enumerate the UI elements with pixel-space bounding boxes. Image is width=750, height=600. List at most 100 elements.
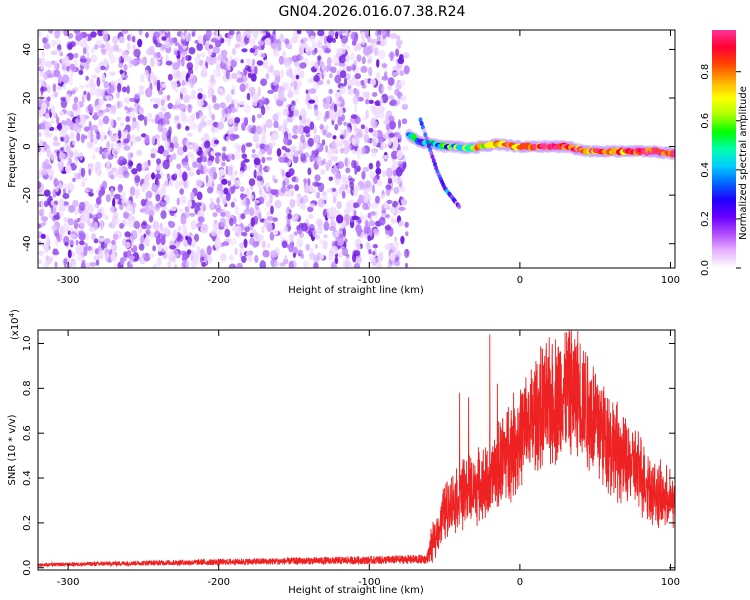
noise-cell: [186, 144, 193, 149]
noise-cell: [199, 247, 205, 258]
noise-cell: [345, 73, 351, 81]
noise-cell: [326, 56, 332, 67]
noise-cell: [385, 123, 391, 131]
noise-cell: [156, 179, 160, 188]
noise-cell: [309, 255, 314, 261]
noise-cell: [261, 156, 266, 164]
noise-cell: [157, 123, 163, 132]
noise-cell: [84, 262, 92, 268]
noise-cell: [73, 52, 79, 59]
noise-cell: [266, 166, 270, 171]
noise-cell: [114, 147, 122, 152]
noise-cell: [313, 262, 319, 268]
noise-cell: [94, 88, 102, 97]
noise-cell: [361, 214, 368, 222]
noise-cell: [66, 110, 74, 116]
noise-cell: [131, 168, 138, 175]
noise-cell: [68, 77, 74, 86]
y-tick-label: 0.6: [22, 425, 33, 441]
noise-cell: [132, 251, 140, 262]
noise-cell: [340, 35, 349, 44]
noise-cell: [153, 39, 158, 45]
noise-cell: [385, 113, 389, 122]
noise-cell: [266, 147, 273, 156]
noise-cell: [366, 46, 373, 55]
noise-cell: [374, 47, 379, 56]
noise-cell: [383, 202, 389, 209]
noise-cell: [302, 194, 309, 204]
noise-cell: [244, 64, 251, 71]
noise-cell: [235, 33, 242, 43]
noise-cell: [226, 112, 231, 119]
noise-cell: [316, 192, 321, 199]
noise-cell: [189, 212, 196, 217]
noise-cell: [402, 155, 407, 163]
noise-cell: [338, 55, 346, 64]
noise-cell: [328, 30, 335, 39]
noise-cell: [248, 256, 253, 263]
noise-cell: [98, 190, 103, 198]
noise-cell: [367, 58, 372, 64]
noise-cell: [45, 60, 53, 68]
noise-cell: [38, 169, 42, 180]
noise-cell: [253, 169, 257, 179]
noise-cell: [393, 186, 400, 195]
noise-cell: [43, 71, 48, 80]
noise-cell: [173, 212, 177, 219]
noise-cell: [271, 250, 279, 258]
noise-cell: [110, 118, 114, 128]
noise-cell: [351, 63, 354, 70]
noise-cell: [236, 77, 244, 83]
noise-cell: [118, 184, 124, 190]
noise-cell: [53, 69, 61, 78]
noise-cell: [310, 187, 317, 194]
noise-cell: [343, 121, 348, 126]
noise-cell: [283, 121, 288, 126]
noise-cell: [40, 107, 47, 115]
noise-cell: [366, 33, 371, 43]
noise-cell: [389, 260, 395, 266]
noise-cell: [286, 132, 292, 140]
noise-cell: [141, 162, 146, 172]
noise-cell: [197, 210, 205, 219]
noise-cell: [60, 229, 66, 237]
noise-cell: [69, 233, 77, 240]
noise-cell: [387, 137, 392, 146]
noise-cell: [334, 103, 338, 113]
noise-cell: [296, 198, 302, 207]
noise-cell: [209, 197, 214, 203]
noise-cell: [325, 64, 329, 73]
noise-cell: [72, 124, 78, 132]
noise-cell: [232, 197, 237, 204]
noise-cell: [303, 125, 311, 134]
noise-cell: [279, 157, 286, 163]
noise-cell: [90, 54, 98, 63]
noise-cell: [234, 43, 241, 49]
noise-cell: [55, 238, 59, 247]
noise-cell: [367, 235, 372, 242]
noise-cell: [102, 115, 110, 125]
noise-cell: [225, 136, 230, 143]
noise-cell: [156, 51, 161, 59]
noise-cell: [356, 54, 362, 62]
noise-cell: [397, 99, 401, 105]
noise-cell: [394, 236, 398, 242]
noise-cell: [119, 69, 124, 74]
noise-cell: [227, 153, 232, 160]
noise-cell: [363, 193, 369, 204]
noise-cell: [240, 59, 244, 64]
noise-cell: [372, 130, 377, 137]
noise-cell: [223, 198, 227, 204]
noise-cell: [263, 218, 268, 228]
noise-cell: [186, 166, 191, 171]
noise-cell: [210, 229, 217, 237]
noise-cell: [162, 117, 167, 127]
noise-cell: [261, 53, 267, 58]
noise-cell: [287, 184, 294, 189]
noise-cell: [51, 39, 56, 47]
noise-cell: [174, 142, 179, 149]
colorbar-tick-label: 0.0: [700, 260, 711, 276]
noise-cell: [337, 142, 343, 147]
y-tick-label: -20: [22, 187, 33, 203]
noise-cell: [329, 220, 337, 229]
